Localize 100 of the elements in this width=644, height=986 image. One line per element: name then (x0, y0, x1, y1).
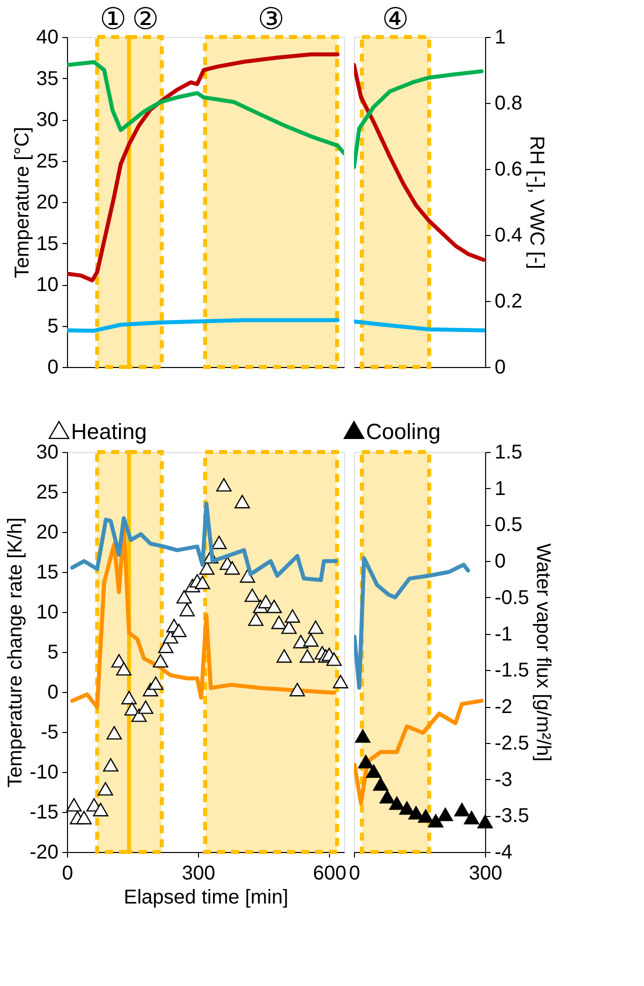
point (332, 674, 348, 688)
y2-tick-label: -1 (494, 623, 512, 646)
y-tick-label: 30 (36, 109, 58, 131)
y-tick-label: 10 (36, 602, 58, 624)
y-tick-label: 10 (36, 274, 58, 296)
point (358, 754, 374, 768)
y-tick-label: 20 (36, 192, 58, 214)
line-series (354, 319, 486, 332)
point (116, 662, 132, 676)
point (248, 612, 264, 626)
point (372, 777, 388, 791)
line-series (67, 52, 340, 282)
line-series (354, 69, 484, 170)
x-tick-label: 600 (313, 862, 346, 884)
point (303, 633, 319, 647)
y-tick-label: 5 (47, 315, 58, 338)
y2-tick-label: 0.6 (494, 158, 522, 180)
x-tick-label: 300 (468, 862, 502, 884)
point (284, 609, 300, 623)
point (98, 782, 114, 796)
y-tick-label: 5 (47, 642, 58, 664)
point (211, 536, 227, 550)
y2-tick-label: 0.8 (494, 92, 522, 114)
y-tick-label: 0 (47, 356, 58, 378)
band-label: ① (100, 2, 127, 37)
point (428, 814, 444, 828)
point (234, 494, 250, 508)
point (276, 649, 292, 663)
point (106, 726, 122, 740)
point (308, 620, 324, 634)
point (266, 600, 282, 614)
y-tick-label: -5 (40, 722, 58, 744)
point (454, 802, 470, 816)
y-tick-label: -10 (30, 762, 58, 784)
band-label: ③ (258, 2, 285, 37)
y-tick-label: 20 (36, 522, 58, 544)
y-tick-label: 15 (36, 232, 58, 255)
y2-tick-label: 0.2 (494, 290, 522, 312)
y2-tick-label: 1 (494, 26, 506, 48)
point (121, 690, 137, 704)
y-tick-label: 0 (47, 682, 58, 704)
y2-tick-label: 1 (494, 478, 506, 500)
point (355, 729, 370, 743)
y-tick-label: 15 (36, 562, 58, 584)
y-tick-label: -20 (30, 842, 58, 864)
point (366, 764, 382, 778)
point (271, 616, 287, 630)
point (138, 700, 154, 714)
point (152, 654, 168, 668)
y-tick-label: -15 (30, 802, 58, 824)
y2-tick-label: -0.5 (494, 586, 530, 609)
point (464, 810, 480, 824)
y-tick-label: 25 (36, 150, 58, 172)
y2-tick-label: -4 (494, 842, 512, 864)
y2-axis-title: Water vapor flux [g/m²/h] (532, 543, 554, 762)
point (76, 810, 92, 824)
point (103, 758, 118, 772)
y2-tick-label: 0 (494, 356, 506, 378)
point (389, 796, 404, 810)
y2-tick-label: -3 (494, 768, 512, 791)
y2-tick-label: -2 (494, 696, 512, 718)
x-axis-title: Elapsed time [min] (124, 886, 288, 908)
x-tick-label: 0 (62, 862, 74, 884)
x-tick-label: 0 (348, 862, 360, 884)
y2-tick-label: 0.5 (494, 514, 522, 536)
y-tick-label: 40 (36, 26, 58, 48)
y2-axis-title: RH [-], VWC [-] (525, 136, 548, 270)
point (148, 676, 164, 690)
point (380, 790, 395, 804)
point (399, 801, 415, 815)
point (290, 682, 305, 696)
point (418, 809, 434, 823)
y-tick-label: 30 (36, 442, 58, 464)
point (438, 808, 454, 822)
band-label: ② (132, 2, 159, 37)
point (408, 806, 424, 820)
legend-label: Cooling (366, 419, 441, 444)
y2-tick-label: 1.5 (494, 442, 522, 464)
y2-tick-label: -2.5 (494, 732, 530, 754)
y2-tick-label: -3.5 (494, 805, 530, 828)
y2-tick-label: -1.5 (494, 660, 530, 682)
y2-tick-label: 0 (494, 550, 506, 573)
point (224, 561, 240, 575)
y-axis-title: Temperature [°C] (11, 126, 34, 278)
legend-label: Heating (71, 419, 147, 444)
point (300, 649, 316, 663)
point (326, 652, 342, 666)
y2-tick-label: 0.4 (494, 224, 522, 246)
point (194, 576, 210, 590)
point (244, 588, 260, 602)
point (92, 802, 108, 816)
y-tick-label: 25 (36, 482, 58, 504)
y-tick-label: 35 (36, 68, 58, 90)
band-label: ④ (382, 2, 409, 37)
point (293, 634, 308, 648)
point (477, 814, 493, 828)
line-series (354, 556, 470, 690)
point (171, 624, 187, 638)
x-tick-label: 300 (182, 862, 216, 884)
point (216, 478, 232, 492)
